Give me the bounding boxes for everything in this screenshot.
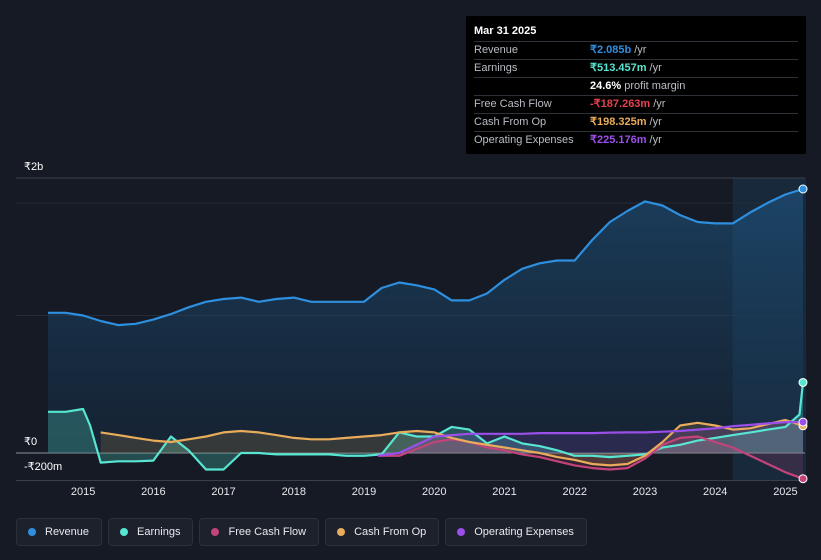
tooltip-row-label: Operating Expenses — [474, 134, 574, 146]
legend-label: Free Cash Flow — [228, 526, 307, 538]
legend-item-revenue[interactable]: Revenue — [16, 518, 103, 546]
tooltip-date: Mar 31 2025 — [474, 24, 798, 42]
tooltip-row-unit: /yr — [649, 116, 662, 128]
tooltip-row-unit: /yr — [649, 134, 662, 146]
tooltip-row: Revenue ₹2.085b/yr — [474, 42, 798, 60]
free-cash-flow-end-dot — [798, 474, 808, 484]
tooltip-row-value: ₹225.176m — [590, 134, 647, 146]
legend-label: Revenue — [45, 526, 90, 538]
legend-dot-icon — [457, 528, 466, 536]
legend-dot-icon — [337, 528, 346, 536]
legend-label: Earnings — [137, 526, 181, 538]
y-label-zero: ₹0 — [24, 436, 37, 448]
x-tick-label: 2019 — [352, 486, 376, 498]
tooltip-box: Mar 31 2025 Revenue ₹2.085b/yr Earnings ₹51… — [466, 16, 806, 154]
legend-item-operating-expenses[interactable]: Operating Expenses — [445, 518, 587, 546]
legend: Revenue Earnings Free Cash Flow Cash From O… — [16, 518, 587, 546]
free-cash-flow-line — [378, 435, 804, 480]
x-tick-label: 2021 — [492, 486, 516, 498]
x-tick-label: 2017 — [211, 486, 235, 498]
cash-from-op-area — [100, 420, 803, 466]
tooltip-row-label — [474, 78, 590, 95]
x-tick-label: 2015 — [71, 486, 95, 498]
legend-item-earnings[interactable]: Earnings — [108, 518, 194, 546]
tooltip-row-value: ₹2.085b — [590, 44, 632, 56]
revenue-end-dot — [798, 184, 808, 194]
revenue-area — [48, 189, 803, 453]
tooltip-row: Free Cash Flow -₹187.263m/yr — [474, 96, 798, 114]
earnings-end-dot — [798, 377, 808, 387]
x-tick-label: 2024 — [703, 486, 727, 498]
legend-dot-icon — [28, 528, 36, 536]
tooltip-row-value: -₹187.263m — [590, 98, 651, 110]
tooltip-row-label: Revenue — [474, 44, 519, 56]
tooltip-row-label: Free Cash Flow — [474, 98, 552, 110]
tooltip-row-unit: /yr — [649, 62, 662, 74]
tooltip-row: 24.6% profit margin — [474, 78, 798, 96]
operating-expenses-line — [377, 421, 803, 457]
legend-label: Cash From Op — [354, 526, 427, 538]
legend-item-cash-from-op[interactable]: Cash From Op — [325, 518, 440, 546]
x-tick-label: 2020 — [422, 486, 446, 498]
x-tick-label: 2018 — [282, 486, 306, 498]
tooltip-row-value: 24.6% — [590, 80, 622, 92]
tooltip-row-value: ₹513.457m — [590, 62, 647, 74]
tooltip-row-label: Cash From Op — [474, 116, 547, 128]
y-label-bottom: -₹200m — [24, 461, 62, 473]
x-tick-label: 2016 — [141, 486, 165, 498]
legend-item-free-cash-flow[interactable]: Free Cash Flow — [199, 518, 320, 546]
legend-dot-icon — [120, 528, 129, 536]
earnings-line — [48, 382, 805, 471]
chart-plot: 2015 2016 2017 2018 2019 2020 2021 2022 2023 2024… — [16, 161, 808, 498]
revenue-line — [48, 187, 804, 327]
operating-expenses-end-dot — [798, 417, 808, 427]
tooltip-row: Cash From Op ₹198.325m/yr — [474, 114, 798, 132]
tooltip-row-unit: profit margin — [624, 80, 686, 92]
x-tick-label: 2025 — [773, 486, 797, 498]
tooltip-row-unit: /yr — [653, 98, 666, 110]
tooltip-row: Operating Expenses ₹225.176m/yr — [474, 132, 798, 149]
y-label-top: ₹2b — [24, 161, 43, 173]
tooltip-row-label: Earnings — [474, 62, 518, 74]
x-tick-label: 2022 — [563, 486, 587, 498]
tooltip-row: Earnings ₹513.457m/yr — [474, 60, 798, 78]
cash-from-op-line — [100, 418, 804, 467]
x-tick-label: 2023 — [633, 486, 657, 498]
tooltip-row-value: ₹198.325m — [590, 116, 647, 128]
tooltip-row-unit: /yr — [634, 44, 647, 56]
legend-dot-icon — [211, 528, 220, 536]
legend-label: Operating Expenses — [474, 526, 574, 538]
